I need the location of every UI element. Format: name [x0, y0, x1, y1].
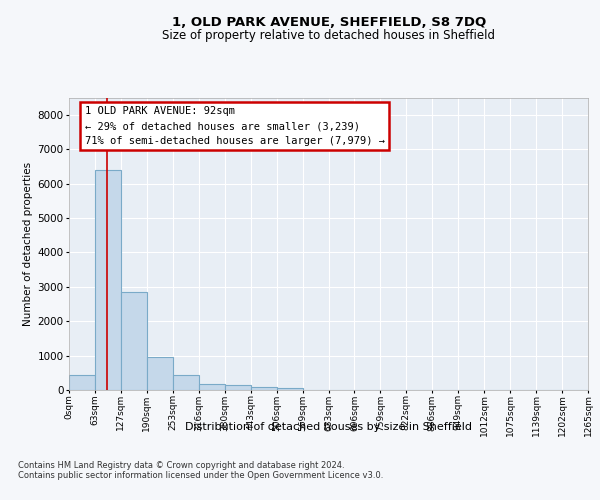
Text: Distribution of detached houses by size in Sheffield: Distribution of detached houses by size … [185, 422, 472, 432]
Text: Contains HM Land Registry data © Crown copyright and database right 2024.: Contains HM Land Registry data © Crown c… [18, 462, 344, 470]
Bar [95, 170, 121, 390]
Bar [147, 358, 173, 390]
Text: Contains public sector information licensed under the Open Government Licence v3: Contains public sector information licen… [18, 472, 383, 480]
Bar [277, 388, 302, 390]
Bar [199, 384, 224, 390]
Bar [225, 385, 251, 390]
Text: Size of property relative to detached houses in Sheffield: Size of property relative to detached ho… [162, 28, 496, 42]
Bar [121, 292, 147, 390]
Bar [251, 386, 277, 390]
Text: 1, OLD PARK AVENUE, SHEFFIELD, S8 7DQ: 1, OLD PARK AVENUE, SHEFFIELD, S8 7DQ [172, 16, 486, 29]
Y-axis label: Number of detached properties: Number of detached properties [23, 162, 33, 326]
Text: 1 OLD PARK AVENUE: 92sqm
← 29% of detached houses are smaller (3,239)
71% of sem: 1 OLD PARK AVENUE: 92sqm ← 29% of detach… [85, 106, 385, 146]
Bar [69, 374, 95, 390]
Bar [173, 375, 199, 390]
